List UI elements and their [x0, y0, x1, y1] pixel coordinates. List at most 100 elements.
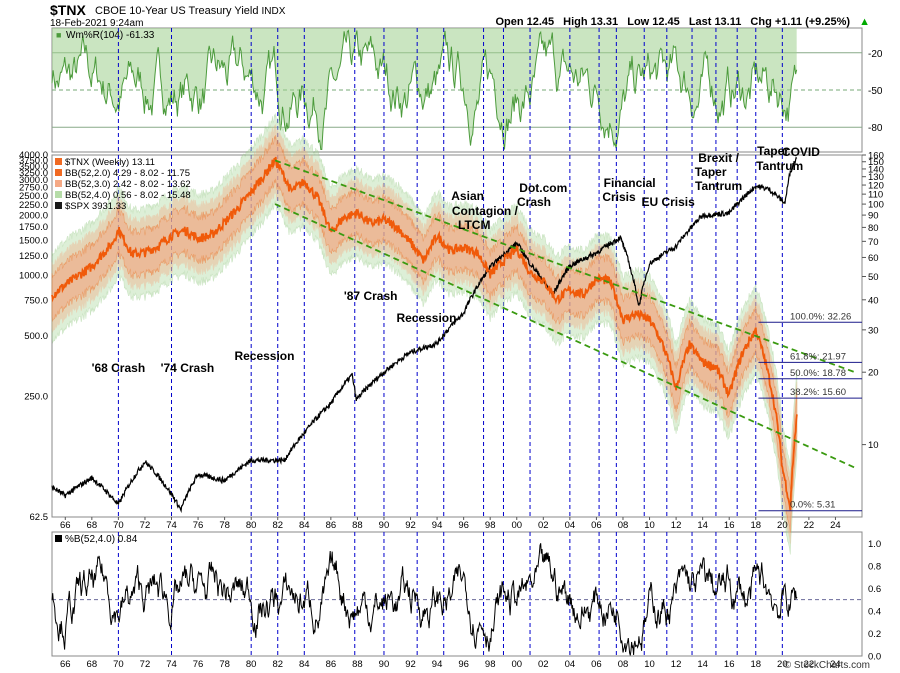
x-axis-tick-bottom: 22 [804, 659, 815, 670]
event-annotation: Dot.com [519, 181, 567, 195]
low-value: 12.45 [652, 16, 680, 28]
right-axis-tick: 140 [868, 164, 884, 175]
event-annotation: Asian [451, 189, 484, 203]
bb2-band [51, 135, 798, 533]
event-annotation: Tantrum [756, 159, 803, 173]
event-annotation: Crisis [602, 190, 636, 204]
event-annotation: Brexit / [698, 151, 739, 165]
legend-swatch [55, 180, 62, 187]
fib-level-label: 61.8%: 21.97 [790, 351, 846, 362]
left-axis-tick: 2750.0 [19, 183, 48, 194]
event-annotation: '74 Crash [161, 361, 215, 375]
left-axis-tick: 3750.0 [19, 156, 48, 167]
x-axis-tick-bottom: 86 [326, 659, 337, 670]
x-axis-tick-bottom: 10 [644, 659, 655, 670]
pb-legend-swatch [55, 535, 62, 542]
up-arrow-icon: ▲ [859, 16, 870, 28]
last-label: Last [688, 16, 712, 28]
x-axis-tick-bottom: 12 [671, 659, 682, 670]
brand-watermark: © StockCharts.com [783, 660, 870, 671]
chart-date: 18-Feb-2021 9:24am [50, 18, 144, 29]
right-axis-tick: 150 [868, 157, 884, 168]
x-axis-tick: 00 [511, 520, 522, 531]
legend-entry: BB(52,2.0) 4.29 - 8.02 - 11.75 [65, 168, 190, 179]
main-panel-frame [51, 154, 863, 518]
right-axis-tick: 130 [868, 172, 884, 183]
right-axis-tick: 80 [868, 223, 879, 234]
left-axis-tick: 3250.0 [19, 168, 48, 179]
left-axis-tick: 2250.0 [19, 200, 48, 211]
x-axis-tick-bottom: 82 [272, 659, 283, 670]
right-axis-tick: 10 [868, 440, 879, 451]
x-axis-tick-bottom: 02 [538, 659, 549, 670]
left-axis-tick: 62.5 [30, 512, 49, 523]
instrument-title: CBOE 10-Year US Treasury Yield [95, 5, 259, 17]
high-label: High [563, 16, 588, 28]
left-axis-tick: 750.0 [24, 296, 48, 307]
left-axis-tick: 1750.0 [19, 222, 48, 233]
x-axis-tick: 88 [352, 520, 363, 531]
symbol-label: $TNX [50, 2, 86, 18]
right-axis-tick: 50 [868, 272, 879, 283]
x-axis-tick-bottom: 14 [697, 659, 708, 670]
high-value: 13.31 [590, 16, 619, 28]
event-annotation: '68 Crash [92, 361, 146, 375]
right-axis-tick: 60 [868, 253, 879, 264]
wr-axis-tick: -50 [868, 86, 883, 97]
x-axis-tick-bottom: 94 [432, 659, 443, 670]
legend-entry: $TNX (Weekly) 13.11 [65, 157, 155, 168]
x-axis-tick: 86 [326, 520, 337, 531]
x-axis-tick: 66 [60, 520, 71, 531]
channel-lower-line [274, 203, 856, 469]
event-annotation: Contagion / [452, 204, 519, 218]
x-axis-tick: 16 [724, 520, 735, 531]
x-axis-tick: 14 [697, 520, 708, 531]
left-axis-tick: 500.0 [24, 331, 48, 342]
channel-upper-line [274, 159, 856, 374]
event-annotation: Recession [234, 349, 294, 363]
event-annotation: Recession [396, 311, 456, 325]
x-axis-tick: 78 [219, 520, 230, 531]
x-axis-tick-bottom: 70 [113, 659, 124, 670]
x-axis-tick-bottom: 80 [246, 659, 257, 670]
x-axis-tick-bottom: 66 [60, 659, 71, 670]
x-axis-tick: 12 [671, 520, 682, 531]
x-axis-tick: 18 [750, 520, 761, 531]
x-axis-tick: 94 [432, 520, 443, 531]
left-axis-tick: 250.0 [24, 391, 48, 402]
left-axis-tick: 3500.0 [19, 162, 48, 173]
event-annotation: Taper [695, 165, 727, 179]
left-axis-tick: 1250.0 [19, 251, 48, 262]
x-axis-tick-bottom: 74 [166, 659, 177, 670]
instrument-name: CBOE 10-Year US Treasury Yield INDX [95, 5, 285, 17]
right-axis-tick: 160 [868, 151, 884, 162]
pb-legend: %B(52,4.0) 0.84 [65, 534, 138, 545]
left-axis-tick: 2000.0 [19, 210, 48, 221]
x-axis-tick-bottom: 00 [511, 659, 522, 670]
legend-entry: BB(52,3.0) 2.42 - 8.02 - 13.62 [65, 179, 191, 190]
legend-swatch [55, 169, 62, 176]
chg-label: Chg [750, 16, 772, 28]
x-axis-tick-bottom: 78 [219, 659, 230, 670]
low-label: Low [627, 16, 650, 28]
legend-entry: BB(52,4.0) 0.56 - 8.02 - 15.48 [65, 190, 191, 201]
left-axis-tick: 4000.0 [19, 150, 48, 161]
wr-axis-tick: -20 [868, 49, 883, 60]
left-axis-tick: 3000.0 [19, 175, 48, 186]
x-axis-tick: 04 [565, 520, 576, 531]
x-axis-tick: 68 [87, 520, 98, 531]
right-axis-tick: 90 [868, 211, 879, 222]
x-axis-tick: 92 [405, 520, 416, 531]
wr-legend-swatch: ■ [56, 30, 61, 40]
x-axis-tick-bottom: 16 [724, 659, 735, 670]
event-annotation: '87 Crash [344, 289, 398, 303]
x-axis-tick-bottom: 18 [750, 659, 761, 670]
last-value: 13.11 [714, 16, 742, 28]
x-axis-tick: 90 [379, 520, 390, 531]
x-axis-tick: 08 [618, 520, 629, 531]
x-axis-tick: 74 [166, 520, 177, 531]
chg-value: +1.11 (+9.25%) [774, 16, 851, 28]
x-axis-tick: 82 [272, 520, 283, 531]
left-axis-tick: 1500.0 [19, 235, 48, 246]
fib-level-label: 38.2%: 15.60 [790, 387, 846, 398]
